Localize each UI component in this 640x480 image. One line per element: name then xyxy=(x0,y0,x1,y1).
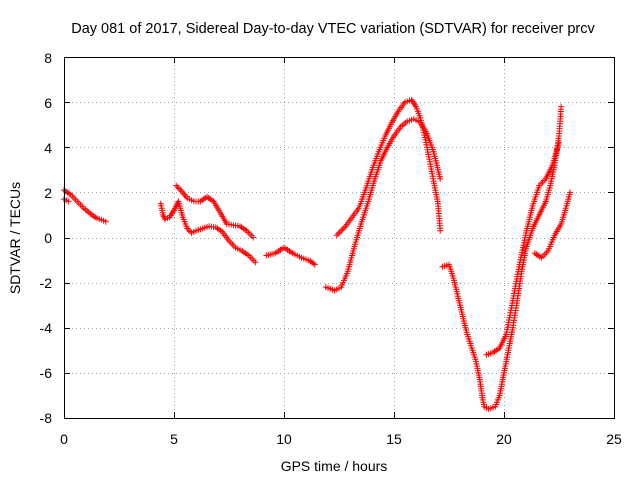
data-marks xyxy=(483,139,562,358)
y-tick-label: 8 xyxy=(44,50,52,66)
y-tick-label: 4 xyxy=(44,140,52,156)
x-tick-label: 20 xyxy=(496,431,512,447)
series-track-i xyxy=(483,139,562,358)
x-tick-label: 5 xyxy=(170,431,178,447)
x-tick-label: 25 xyxy=(606,431,622,447)
x-tick-label: 0 xyxy=(60,431,68,447)
series-track-e xyxy=(263,244,318,268)
series-track-b xyxy=(61,196,72,205)
data-marks xyxy=(61,196,72,205)
series-track-g xyxy=(333,96,444,239)
y-tick-label: 2 xyxy=(44,185,52,201)
x-tick-label: 15 xyxy=(386,431,402,447)
y-axis-label: SDTVAR / TECUs xyxy=(7,182,23,294)
data-marks xyxy=(157,198,259,266)
y-tick-labels: -8 -6 -4 -2 0 2 4 6 8 xyxy=(40,50,53,426)
chart-title: Day 081 of 2017, Sidereal Day-to-day VTE… xyxy=(71,21,595,37)
y-tick-label: -2 xyxy=(40,275,53,291)
series-track-d xyxy=(173,182,257,241)
y-tick-label: 0 xyxy=(44,230,52,246)
data-marks xyxy=(531,189,573,261)
x-tick-label: 10 xyxy=(276,431,292,447)
data-marks xyxy=(439,103,565,412)
data-points xyxy=(61,96,573,412)
x-axis-label: GPS time / hours xyxy=(281,458,388,474)
data-marks xyxy=(173,182,257,241)
y-tick-label: -6 xyxy=(40,365,53,381)
y-tick-label: -8 xyxy=(40,410,53,426)
series-track-h xyxy=(439,103,565,412)
series-track-c xyxy=(157,198,259,266)
y-tick-label: 6 xyxy=(44,95,52,111)
x-tick-labels: 0 5 10 15 20 25 xyxy=(60,431,622,447)
series-track-j xyxy=(531,189,573,261)
data-marks xyxy=(333,96,444,239)
data-marks xyxy=(263,244,318,268)
y-tick-label: -4 xyxy=(40,320,53,336)
plot-frame xyxy=(64,57,615,419)
